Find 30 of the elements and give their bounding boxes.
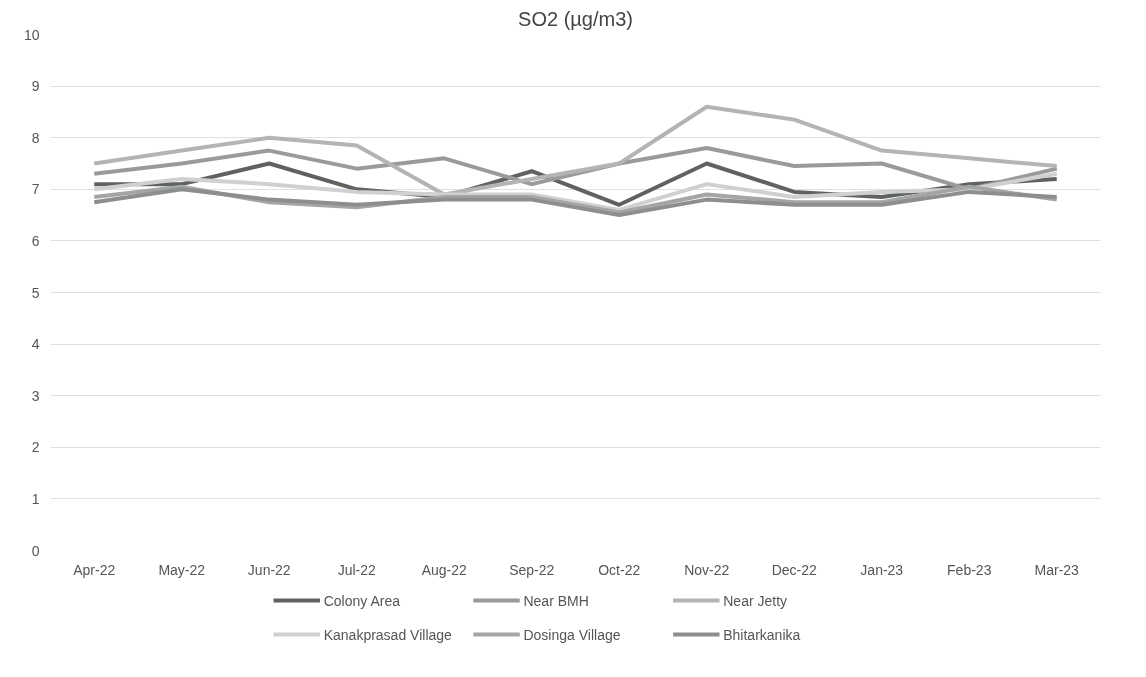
x-tick-label: Nov-22: [684, 561, 730, 578]
x-tick-label: Mar-23: [1034, 561, 1080, 578]
x-tick-label: Sep-22: [509, 561, 555, 578]
x-tick-label: Jul-22: [337, 561, 377, 578]
y-tick-label: 10: [23, 26, 40, 43]
legend-label: Bhitarkanika: [723, 626, 801, 643]
legend-label: Dosinga Village: [523, 626, 621, 643]
y-tick-label: 8: [31, 129, 40, 146]
x-tick-label: Apr-22: [73, 561, 116, 578]
x-tick-label: Aug-22: [421, 561, 468, 578]
x-tick-label: Jan-23: [860, 561, 904, 578]
legend-label: Kanakprasad Village: [323, 626, 453, 643]
legend-label: Near BMH: [523, 592, 589, 609]
chart-title: SO2 (µg/m3): [518, 7, 633, 30]
y-tick-label: 4: [31, 336, 40, 353]
legend-label: Near Jetty: [723, 592, 788, 609]
y-tick-label: 6: [31, 232, 40, 249]
x-tick-label: May-22: [158, 561, 206, 578]
legend-label: Colony Area: [323, 592, 401, 609]
y-tick-label: 9: [31, 78, 40, 95]
y-tick-label: 0: [31, 542, 40, 559]
x-tick-label: Feb-23: [947, 561, 992, 578]
x-tick-label: Oct-22: [598, 561, 641, 578]
y-tick-label: 7: [31, 181, 40, 198]
y-tick-label: 2: [31, 439, 40, 456]
x-tick-label: Jun-22: [247, 561, 291, 578]
x-tick-label: Dec-22: [771, 561, 818, 578]
y-tick-label: 1: [31, 490, 40, 507]
y-tick-label: 5: [31, 284, 40, 301]
y-tick-label: 3: [31, 387, 40, 404]
